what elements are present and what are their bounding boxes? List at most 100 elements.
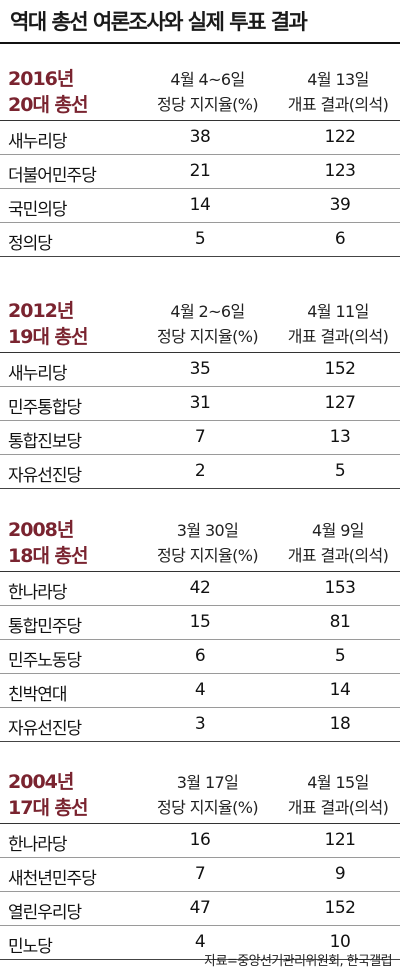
poll-value: 14: [189, 195, 211, 215]
table-row: 한나라당 42 153: [0, 571, 400, 605]
poll-value: 4: [194, 932, 206, 952]
poll-column-label: 정당 지지율(%): [157, 327, 259, 346]
poll-column-label: 정당 지지율(%): [157, 546, 259, 565]
election-name: 17대 총선: [8, 797, 88, 819]
poll-value: 21: [189, 161, 211, 181]
seats-value: 122: [324, 127, 356, 147]
poll-column-label: 정당 지지율(%): [157, 798, 259, 817]
poll-value: 3: [194, 714, 206, 734]
seats-value: 81: [329, 612, 351, 632]
table-row: 새누리당 38 122: [0, 120, 400, 154]
table-row: 한나라당 16 121: [0, 823, 400, 857]
election-year: 2008년: [8, 519, 74, 541]
seats-value: 5: [334, 461, 346, 481]
result-column-label: 개표 결과(의석): [287, 798, 389, 817]
table-row: 더불어민주당 21 123: [0, 154, 400, 188]
source-note: 자료=중앙선거관리위원회, 한국갤럽: [204, 954, 392, 969]
table-row: 자유선진당 2 5: [0, 454, 400, 488]
party-name: 정의당: [8, 234, 53, 254]
party-name: 자유선진당: [8, 719, 82, 739]
party-name: 새누리당: [8, 364, 68, 384]
seats-value: 10: [329, 932, 351, 952]
table-row: 열린우리당 47 152: [0, 891, 400, 925]
seats-value: 6: [334, 229, 346, 249]
party-name: 국민의당: [8, 200, 68, 220]
result-date: 4월 15일: [307, 773, 369, 792]
seats-value: 9: [334, 864, 346, 884]
poll-value: 35: [189, 359, 211, 379]
seats-value: 13: [329, 427, 351, 447]
poll-value: 7: [194, 427, 206, 447]
result-date: 4월 13일: [307, 70, 369, 89]
election-year: 2012년: [8, 300, 74, 322]
chart-title: 역대 총선 여론조사와 실제 투표 결과: [10, 10, 308, 34]
seats-value: 14: [329, 680, 351, 700]
section-bottom-rule: [0, 741, 400, 742]
poll-value: 47: [189, 898, 211, 918]
table-row: 통합민주당 15 81: [0, 605, 400, 639]
poll-value: 16: [189, 830, 211, 850]
result-column-label: 개표 결과(의석): [287, 95, 389, 114]
section-table-body: 한나라당 42 153 통합민주당 15 81 민주노동당 6 5 친박연대 4 14 자유선진당 3 18: [0, 571, 400, 741]
table-row: 국민의당 14 39: [0, 188, 400, 222]
poll-value: 6: [194, 646, 206, 666]
party-name: 자유선진당: [8, 466, 82, 486]
party-name: 새누리당: [8, 132, 68, 152]
poll-date: 4월 2~6일: [170, 302, 245, 321]
party-name: 통합민주당: [8, 617, 82, 637]
poll-value: 7: [194, 864, 206, 884]
poll-column-label: 정당 지지율(%): [157, 95, 259, 114]
poll-value: 5: [194, 229, 206, 249]
table-row: 민주통합당 31 127: [0, 386, 400, 420]
poll-date: 3월 17일: [176, 773, 239, 792]
party-name: 민주노동당: [8, 651, 82, 671]
table-row: 통합진보당 7 13: [0, 420, 400, 454]
section-header: 2016년 20대 총선 4월 4~6일 정당 지지율(%) 4월 13일 개표 결과(의…: [0, 52, 400, 120]
section-bottom-rule: [0, 488, 400, 489]
section-table-body: 새누리당 35 152 민주통합당 31 127 통합진보당 7 13 자유선진당 2 5: [0, 352, 400, 488]
election-section: 2008년 18대 총선 3월 30일 정당 지지율(%) 4월 9일 개표 결과(의석)…: [0, 503, 400, 742]
seats-value: 121: [324, 830, 356, 850]
party-name: 새천년민주당: [8, 869, 97, 889]
seats-value: 152: [324, 359, 356, 379]
election-name: 20대 총선: [8, 94, 88, 116]
table-row: 새누리당 35 152: [0, 352, 400, 386]
result-column-label: 개표 결과(의석): [287, 327, 389, 346]
section-header: 2012년 19대 총선 4월 2~6일 정당 지지율(%) 4월 11일 개표 결과(의…: [0, 284, 400, 352]
election-year: 2004년: [8, 771, 74, 793]
party-name: 더불어민주당: [8, 166, 97, 186]
result-column-label: 개표 결과(의석): [287, 546, 389, 565]
seats-value: 18: [329, 714, 351, 734]
party-name: 민노당: [8, 937, 53, 957]
seats-value: 5: [334, 646, 346, 666]
section-header: 2008년 18대 총선 3월 30일 정당 지지율(%) 4월 9일 개표 결과(의석): [0, 503, 400, 571]
poll-date: 3월 30일: [176, 521, 239, 540]
section-bottom-rule: [0, 959, 400, 960]
party-name: 민주통합당: [8, 398, 82, 418]
party-name: 한나라당: [8, 835, 68, 855]
section-bottom-rule: [0, 256, 400, 257]
table-row: 친박연대 4 14: [0, 673, 400, 707]
election-section: 2012년 19대 총선 4월 2~6일 정당 지지율(%) 4월 11일 개표 결과(의…: [0, 284, 400, 489]
title-rule: [0, 42, 400, 44]
seats-value: 152: [324, 898, 356, 918]
section-table-body: 새누리당 38 122 더불어민주당 21 123 국민의당 14 39 정의당 5 6: [0, 120, 400, 256]
table-row: 정의당 5 6: [0, 222, 400, 256]
table-row: 민노당 4 10: [0, 925, 400, 959]
table-row: 민주노동당 6 5: [0, 639, 400, 673]
table-row: 자유선진당 3 18: [0, 707, 400, 741]
seats-value: 153: [324, 578, 356, 598]
result-date: 4월 11일: [307, 302, 369, 321]
result-date: 4월 9일: [312, 521, 364, 540]
poll-value: 42: [189, 578, 211, 598]
seats-value: 127: [324, 393, 356, 413]
party-name: 열린우리당: [8, 903, 82, 923]
seats-value: 123: [324, 161, 356, 181]
poll-value: 31: [189, 393, 211, 413]
poll-value: 15: [189, 612, 211, 632]
party-name: 통합진보당: [8, 432, 82, 452]
party-name: 친박연대: [8, 685, 68, 705]
